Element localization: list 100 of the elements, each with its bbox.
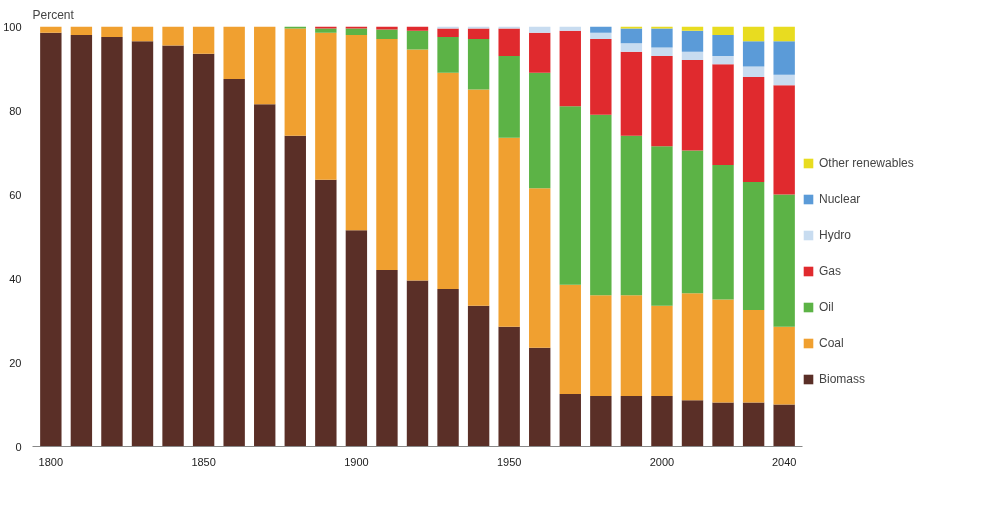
bar (254, 104, 276, 447)
bar (101, 26, 123, 37)
bar (742, 76, 765, 182)
bar (559, 106, 581, 285)
bar (712, 55, 734, 65)
bar (406, 26, 429, 31)
bar (437, 37, 459, 73)
bar (590, 39, 612, 115)
bar (192, 53, 215, 447)
bar (406, 49, 429, 281)
bar (70, 26, 93, 35)
bar (345, 28, 368, 35)
x-tick-label: 1800 (38, 455, 64, 468)
bar (681, 400, 704, 447)
bar (773, 85, 795, 195)
y-axis-title: Percent (32, 7, 75, 22)
bar (345, 230, 368, 447)
bar (773, 326, 795, 405)
bar (651, 28, 673, 48)
bar (315, 26, 337, 29)
x-tick-label: 2040 (771, 455, 797, 468)
bar (773, 74, 795, 86)
bar (437, 72, 459, 289)
bar (651, 396, 673, 447)
bar (620, 295, 643, 397)
bar (681, 30, 704, 52)
bar (773, 41, 795, 75)
bar (651, 26, 673, 29)
bar (223, 79, 245, 447)
bar (620, 28, 643, 44)
bar (620, 51, 643, 136)
legend-label: Gas (819, 264, 842, 278)
bar (590, 295, 612, 397)
bar (437, 289, 459, 447)
x-tick-label: 1850 (191, 455, 216, 468)
bar (712, 26, 734, 35)
bar (712, 402, 734, 447)
bar (131, 26, 154, 42)
x-tick-label: 2000 (649, 455, 675, 468)
bar (559, 284, 581, 394)
bar (406, 280, 429, 447)
bar (101, 37, 123, 447)
bar (620, 43, 643, 52)
bar (284, 26, 306, 29)
bar (70, 34, 93, 447)
bar (773, 404, 795, 447)
bar (40, 32, 62, 447)
bar (590, 396, 612, 447)
bar (681, 293, 704, 401)
bar (223, 26, 245, 79)
y-tick-label: 100 (3, 20, 22, 33)
bar (345, 34, 368, 231)
bar (590, 26, 612, 33)
bar (315, 32, 337, 180)
bar (712, 64, 734, 166)
bar (498, 26, 520, 29)
y-tick-label: 60 (9, 188, 22, 201)
bar (345, 26, 368, 29)
bar (559, 30, 581, 107)
bar (467, 89, 490, 306)
bar (529, 72, 551, 189)
bar (529, 347, 551, 447)
bar (681, 150, 704, 294)
legend-label: Hydro (819, 228, 852, 242)
x-tick-label: 1950 (496, 455, 522, 468)
bar (712, 34, 734, 56)
legend-label: Nuclear (819, 192, 861, 206)
bar (498, 55, 520, 138)
bar (467, 28, 490, 40)
bar (620, 26, 643, 29)
bar (376, 39, 398, 271)
bar (742, 66, 765, 77)
bar (284, 28, 306, 136)
bar (651, 146, 673, 306)
bar (681, 51, 704, 61)
y-tick-label: 0 (15, 440, 22, 453)
bar (620, 396, 643, 447)
bar (162, 45, 184, 447)
y-tick-label: 20 (9, 356, 22, 369)
bar (376, 29, 398, 40)
bar (590, 32, 612, 40)
bar (315, 179, 337, 447)
bar (742, 41, 765, 67)
bar (437, 26, 459, 29)
bar (529, 26, 551, 33)
bar (712, 165, 734, 300)
bar (529, 188, 551, 348)
bar (620, 135, 643, 296)
legend-label: Oil (819, 300, 835, 314)
bar (498, 28, 520, 56)
bar (773, 194, 795, 327)
bar (742, 26, 765, 42)
bar (742, 310, 765, 403)
bar (437, 28, 459, 37)
bar (467, 26, 490, 29)
bar (315, 28, 337, 33)
bar (651, 305, 673, 397)
bar (742, 402, 765, 447)
bar (498, 137, 520, 327)
y-tick-label: 40 (9, 272, 22, 285)
